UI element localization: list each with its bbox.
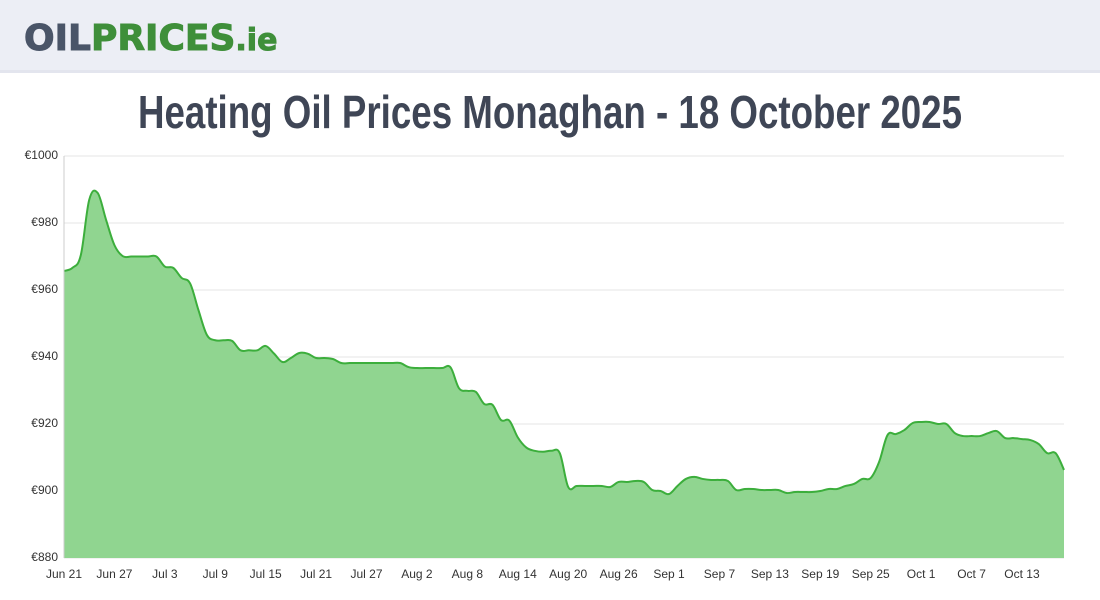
chart-title: Heating Oil Prices Monaghan - 18 October… <box>138 86 962 138</box>
area-fill <box>64 190 1064 558</box>
x-tick-label: Jul 21 <box>300 567 332 581</box>
x-tick-label: Oct 7 <box>957 567 986 581</box>
x-tick-label: Jul 27 <box>351 567 383 581</box>
x-tick-label: Oct 1 <box>907 567 936 581</box>
x-tick-label: Aug 26 <box>600 567 638 581</box>
y-tick-label: €900 <box>31 483 58 497</box>
y-tick-label: €920 <box>31 416 58 430</box>
line <box>63 189 1065 496</box>
plot: €880 €900 €920 €940 €960 €980 €1000 Jun 21 Jun 2… <box>25 148 1065 581</box>
x-tick-label: Jun 27 <box>96 567 132 581</box>
y-tick-label: €880 <box>31 550 58 564</box>
logo-part[interactable]: PRICES <box>90 18 235 60</box>
y-tick-label: €980 <box>31 215 58 229</box>
x-tick-label: Aug 14 <box>499 567 537 581</box>
x-tick-label: Aug 2 <box>401 567 433 581</box>
x-tick-label: Sep 19 <box>801 567 839 581</box>
x-tick-label: Jul 9 <box>203 567 229 581</box>
y-tick-label: €960 <box>31 282 58 296</box>
x-tick-label: Aug 8 <box>452 567 484 581</box>
x-tick-label: Sep 1 <box>653 567 685 581</box>
y-tick-label: €1000 <box>25 148 59 162</box>
x-tick-label: Sep 7 <box>704 567 736 581</box>
x-tick-label: Sep 25 <box>852 567 890 581</box>
x-tick-label: Jul 3 <box>152 567 178 581</box>
x-tick-label: Oct 13 <box>1004 567 1040 581</box>
x-tick-label: Jul 15 <box>250 567 282 581</box>
x-tick-label: Jun 21 <box>46 567 82 581</box>
logo-part[interactable]: OIL <box>24 18 92 60</box>
header-bar <box>0 0 1100 70</box>
logo[interactable]: OILPRICES.ie <box>24 18 278 60</box>
x-tick-label: Sep 13 <box>751 567 789 581</box>
x-tick-label: Aug 20 <box>549 567 587 581</box>
header-shadow <box>0 70 1100 73</box>
logo-part[interactable]: .ie <box>235 23 278 59</box>
y-tick-label: €940 <box>31 349 58 363</box>
